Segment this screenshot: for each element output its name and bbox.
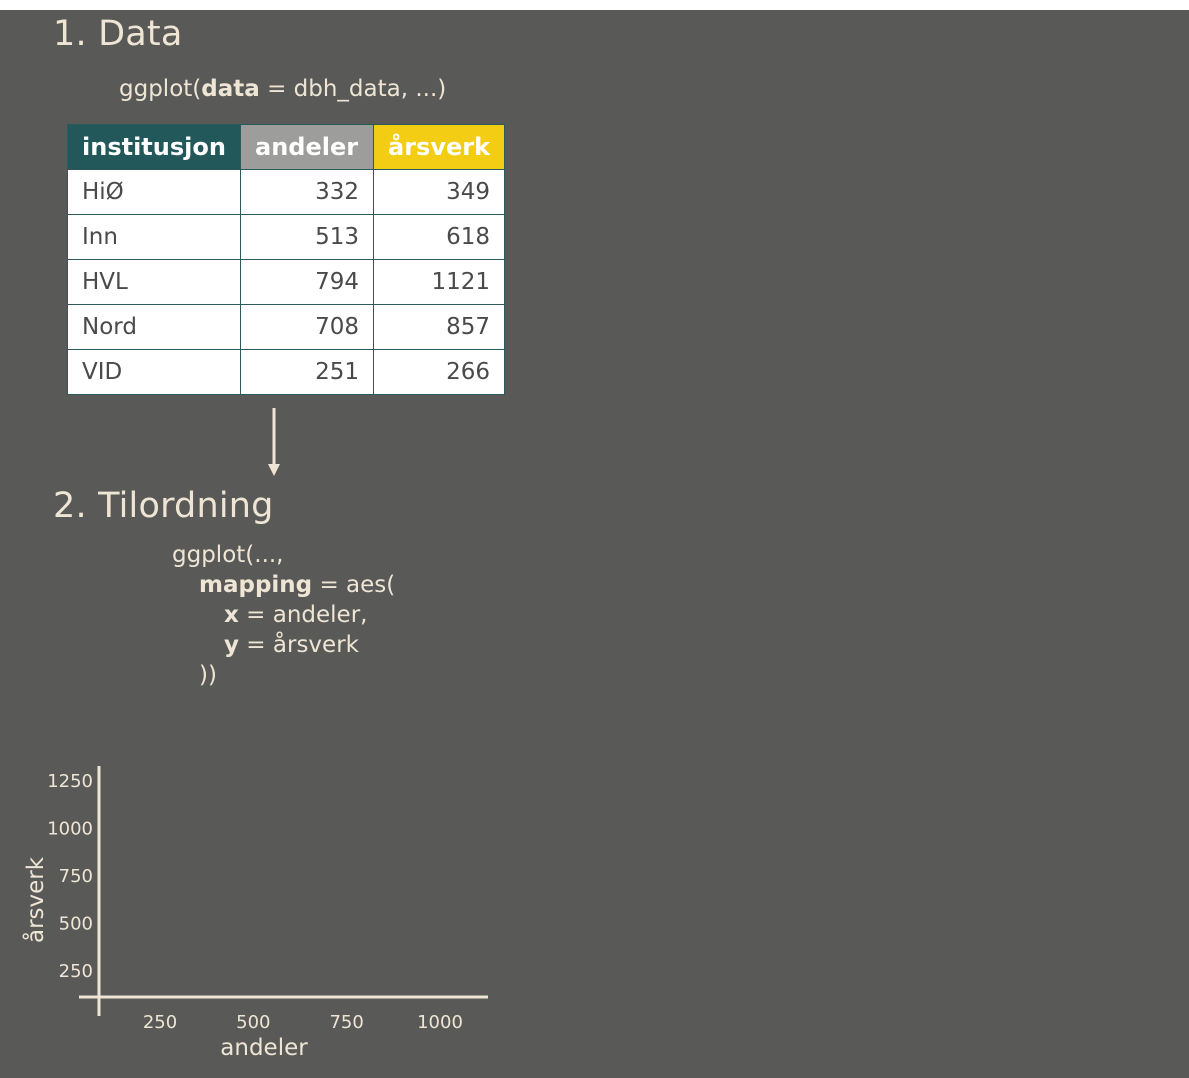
code-line: y = årsverk (172, 630, 395, 660)
cell-arsverk: 857 (372, 304, 506, 350)
cell-institusjon: HVL (67, 259, 241, 305)
column-header-institusjon: institusjon (67, 124, 241, 170)
cell-institusjon: Nord (67, 304, 241, 350)
cell-institusjon: HiØ (67, 169, 241, 215)
cell-institusjon: Inn (67, 214, 241, 260)
table-row: Inn 513 618 (67, 214, 506, 260)
code-token: = andeler, (238, 602, 368, 628)
cell-institusjon: VID (67, 349, 241, 395)
code-line: ggplot(..., (172, 542, 284, 568)
code-keyword: y (224, 632, 239, 658)
code-line: mapping = aes( (172, 570, 395, 600)
x-axis-title: andeler (220, 1035, 308, 1061)
code-keyword: x (224, 602, 239, 628)
x-tick-label: 750 (329, 1012, 363, 1033)
heading-tilordning: 2. Tilordning (53, 486, 274, 526)
slide: 1. Data ggplot(data = dbh_data, ...) ins… (0, 10, 1189, 1078)
down-arrow-icon (268, 408, 280, 476)
code-line: )) (199, 662, 217, 688)
table-header-row: institusjon andeler årsverk (67, 124, 506, 170)
code-token: = aes( (312, 572, 396, 598)
cell-andeler: 513 (240, 214, 374, 260)
y-axis-title: årsverk (21, 856, 49, 943)
code-keyword: mapping (199, 572, 313, 598)
cell-arsverk: 266 (372, 349, 506, 395)
cell-arsverk: 349 (372, 169, 506, 215)
heading-data: 1. Data (53, 14, 183, 54)
x-tick-label: 1000 (417, 1012, 463, 1033)
code-token: = dbh_data, ...) (259, 76, 447, 102)
table-row: Nord 708 857 (67, 304, 506, 350)
code-mapping: ggplot(..., mapping = aes( x = andeler, … (172, 540, 395, 690)
y-tick-label: 750 (59, 866, 93, 887)
column-header-andeler: andeler (240, 124, 374, 170)
cell-arsverk: 618 (372, 214, 506, 260)
cell-andeler: 251 (240, 349, 374, 395)
code-line: x = andeler, (172, 600, 395, 630)
cell-andeler: 794 (240, 259, 374, 305)
code-data: ggplot(data = dbh_data, ...) (119, 74, 446, 104)
x-tick-label: 500 (236, 1012, 270, 1033)
x-tick-label: 250 (143, 1012, 177, 1033)
y-tick-label: 250 (59, 961, 93, 982)
y-tick-label: 500 (59, 914, 93, 935)
table-row: VID 251 266 (67, 349, 506, 395)
cell-arsverk: 1121 (372, 259, 506, 305)
cell-andeler: 708 (240, 304, 374, 350)
cell-andeler: 332 (240, 169, 374, 215)
code-token: = årsverk (239, 632, 359, 658)
y-tick-label: 1000 (47, 819, 93, 840)
empty-plot: 250 500 750 1000 250 500 750 1000 1250 andeler års… (21, 766, 488, 1061)
code-keyword: data (201, 76, 260, 102)
column-header-arsverk: årsverk (372, 124, 506, 170)
code-token: ggplot( (119, 76, 202, 102)
table-row: HVL 794 1121 (67, 259, 506, 305)
table-row: HiØ 332 349 (67, 169, 506, 215)
data-table: institusjon andeler årsverk HiØ 332 349 … (67, 124, 506, 395)
y-tick-label: 1250 (47, 771, 93, 792)
